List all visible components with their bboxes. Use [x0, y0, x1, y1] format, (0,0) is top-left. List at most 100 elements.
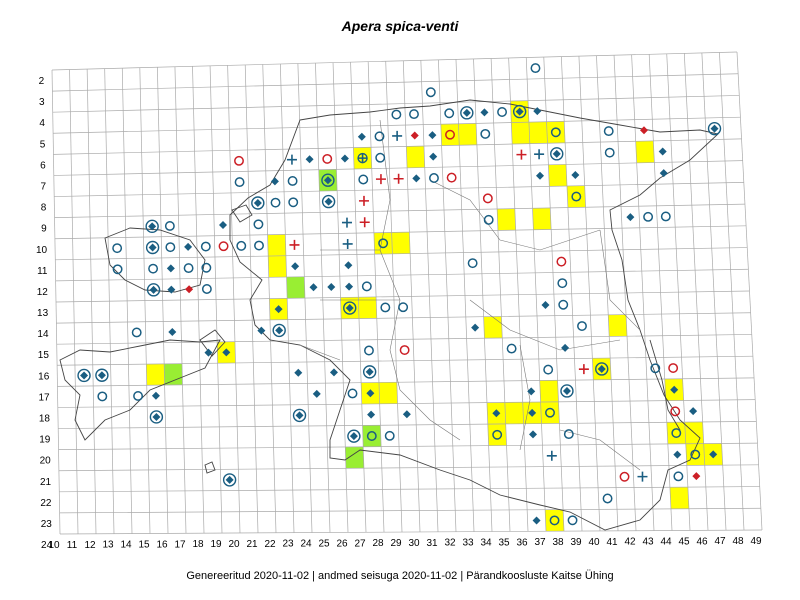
blue-diamond-marker — [151, 391, 160, 400]
green-grid-square — [164, 363, 183, 386]
row-label: 6 — [40, 160, 46, 171]
blue-diamond-marker — [412, 174, 421, 183]
yellow-grid-square — [511, 122, 530, 145]
grid-line-horizontal — [56, 312, 751, 324]
blue-circle-marker — [571, 191, 582, 202]
yellow-grid-square — [267, 234, 286, 257]
diamond-in-circle-ring — [251, 196, 265, 210]
blue-circle-marker — [375, 152, 386, 163]
column-label: 38 — [552, 537, 564, 548]
blue-circle-marker — [563, 429, 574, 440]
column-label: 18 — [192, 539, 204, 550]
lake-peipus-shore — [649, 339, 681, 431]
blue-circle-marker — [384, 430, 395, 441]
row-label: 10 — [36, 245, 48, 256]
red-diamond-marker — [185, 285, 194, 294]
blue-circle-marker — [602, 493, 613, 504]
blue-diamond-marker — [291, 262, 300, 271]
row-label: 16 — [38, 371, 50, 382]
yellow-grid-square — [406, 146, 425, 168]
diamond-in-circle-marker — [97, 371, 106, 380]
diamond-in-circle-marker — [562, 386, 571, 395]
blue-diamond-marker — [309, 283, 318, 292]
diamond-in-circle-ring — [595, 362, 609, 376]
column-label: 28 — [372, 538, 384, 549]
diamond-in-circle-marker — [597, 364, 606, 373]
yellow-grid-square — [669, 487, 689, 509]
red-circle-marker — [322, 153, 333, 164]
grid-line-horizontal — [52, 95, 740, 113]
yellow-grid-square — [532, 207, 552, 230]
blue-circle-marker — [378, 238, 389, 249]
diamond-in-circle-ring — [146, 283, 161, 297]
green-grid-square — [362, 425, 382, 447]
blue-circle-marker — [374, 131, 385, 142]
blue-circle-marker — [234, 177, 245, 188]
column-label: 12 — [84, 540, 96, 551]
blue-circle-marker — [530, 63, 541, 74]
diamond-in-circle-marker — [80, 371, 89, 380]
blue-diamond-marker — [366, 389, 375, 398]
column-label: 19 — [210, 539, 222, 550]
blue-diamond-marker — [344, 261, 353, 270]
red-diamond-marker — [639, 126, 648, 135]
diamond-in-circle-ring — [321, 194, 336, 209]
blue-diamond-marker — [528, 408, 537, 417]
blue-circle-marker — [366, 431, 377, 441]
diamond-in-circle-ring — [145, 240, 160, 255]
column-label: 48 — [732, 536, 744, 547]
column-label: 36 — [516, 537, 528, 548]
grid-line-horizontal — [52, 73, 739, 92]
blue-circle-marker — [643, 211, 654, 222]
yellow-grid-square — [391, 232, 411, 254]
yellow-grid-square — [546, 121, 566, 144]
blue-circle-marker — [557, 278, 568, 289]
blue-diamond-marker — [471, 323, 480, 332]
blue-diamond-marker — [532, 516, 541, 525]
blue-circle-marker — [358, 174, 369, 185]
squares-layer — [146, 100, 723, 532]
blue-circle-marker — [270, 197, 281, 208]
blue-diamond-marker — [329, 368, 338, 377]
blue-circle-marker — [288, 197, 299, 208]
diamond-in-circle-ring — [272, 323, 286, 338]
green-grid-square — [286, 276, 305, 299]
grid-line-horizontal — [55, 247, 748, 261]
blue-circle-marker — [690, 449, 701, 460]
column-label: 30 — [408, 538, 420, 549]
yellow-grid-square — [497, 208, 516, 231]
diamond-in-circle-ring — [347, 429, 361, 443]
blue-circle-marker — [361, 281, 372, 292]
yellow-grid-square — [566, 185, 586, 208]
row-label: 19 — [39, 435, 51, 446]
county-lines — [299, 119, 641, 471]
row-label: 12 — [37, 287, 49, 298]
yellow-grid-square — [358, 296, 377, 319]
grid-line-horizontal — [55, 268, 749, 282]
blue-circle-marker — [506, 343, 517, 354]
blue-circle-marker — [660, 211, 671, 222]
blue-diamond-marker — [571, 171, 580, 180]
blue-circle-marker — [480, 128, 491, 139]
column-label: 23 — [282, 539, 294, 550]
diamond-in-circle-ring — [512, 104, 527, 119]
yellow-grid-square — [528, 121, 548, 144]
blue-circle-marker — [164, 221, 175, 231]
blue-diamond-marker — [659, 169, 668, 178]
diamond-in-circle-marker — [148, 222, 157, 231]
grid-line-horizontal — [55, 290, 750, 303]
diamond-in-circle-marker — [275, 326, 284, 335]
yellow-grid-square — [548, 164, 567, 187]
row-label: 15 — [38, 350, 50, 361]
diamond-in-circle-marker — [462, 108, 471, 117]
blue-cross-marker — [546, 450, 557, 461]
red-cross-marker — [358, 195, 369, 206]
blue-diamond-marker — [541, 301, 550, 310]
blue-diamond-marker — [658, 147, 667, 156]
row-label: 11 — [37, 266, 48, 277]
blue-circle-marker — [398, 302, 409, 313]
diamond-in-circle-marker — [148, 243, 157, 252]
diamond-in-circle-marker — [225, 475, 234, 484]
yellow-grid-square — [440, 123, 460, 146]
row-label: 13 — [37, 308, 49, 319]
